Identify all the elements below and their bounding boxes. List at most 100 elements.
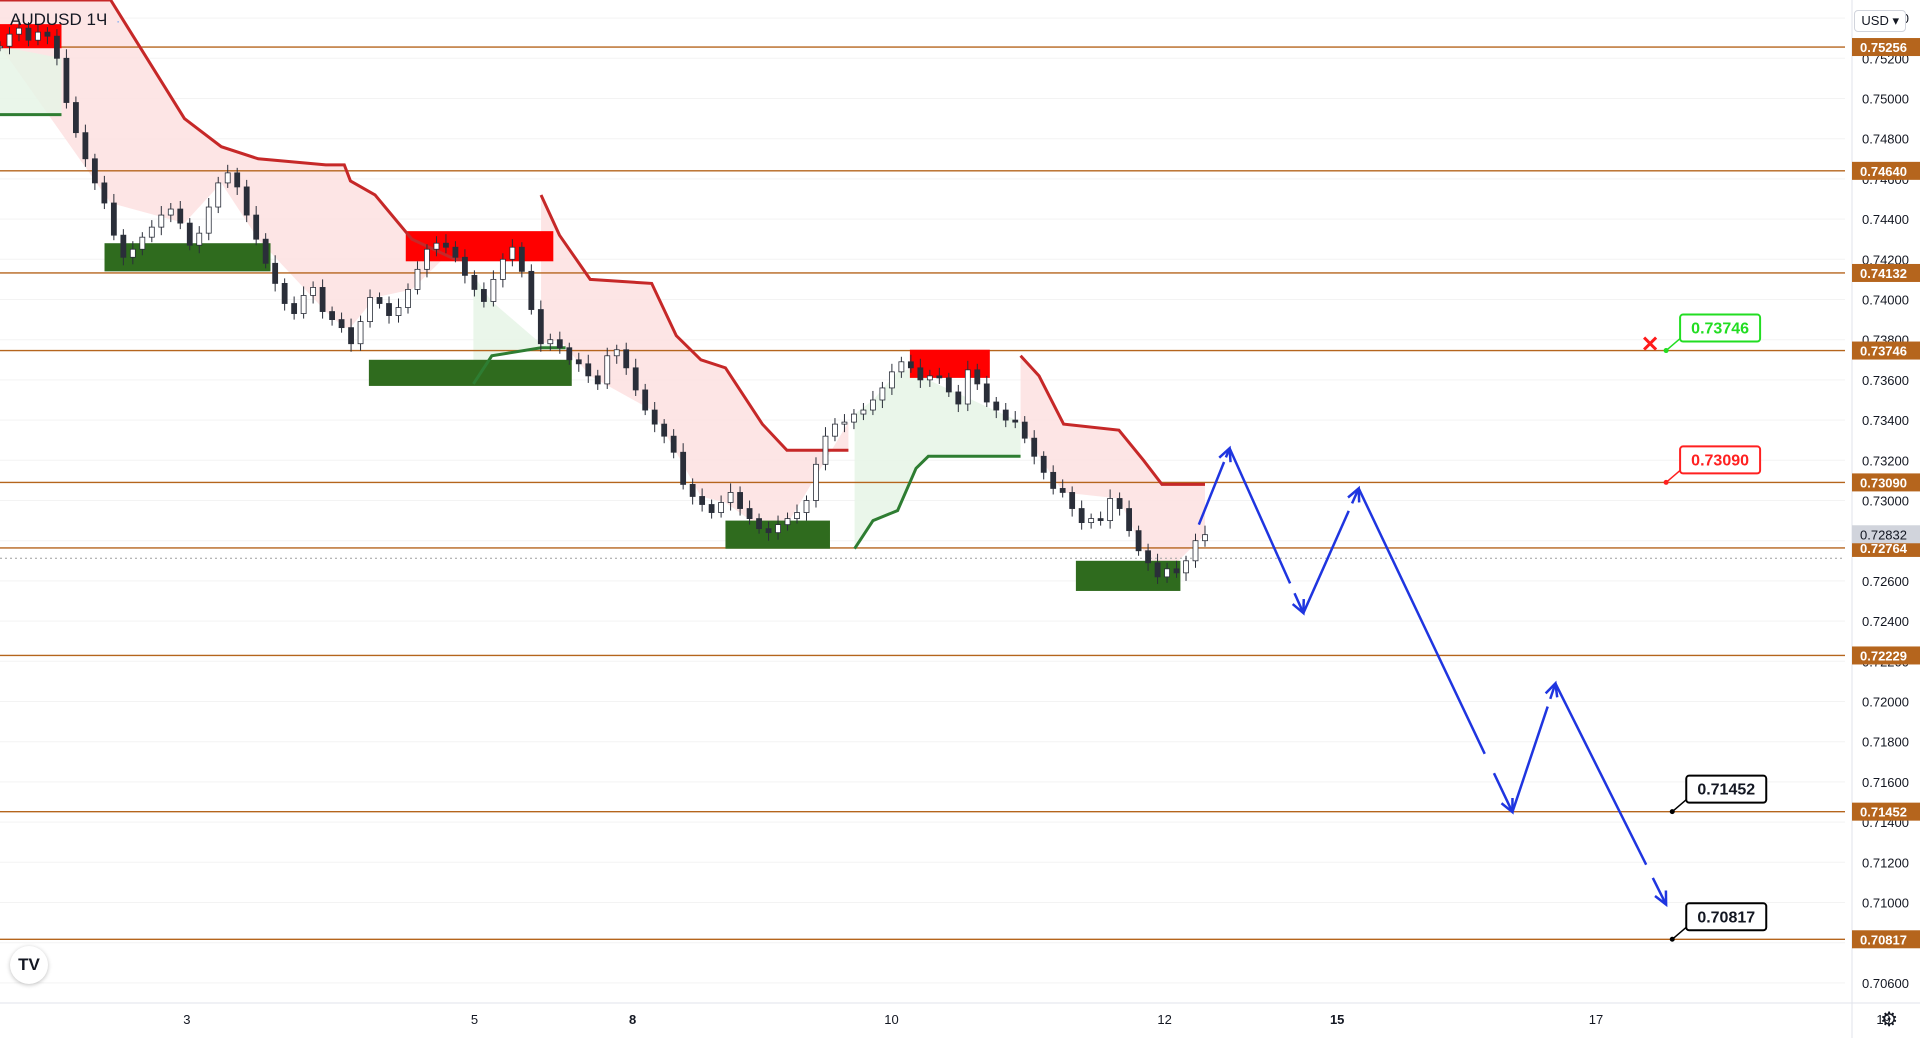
uptrend-trail-line [853, 454, 1021, 550]
candle-body [917, 367, 924, 381]
candle-body [1173, 568, 1180, 574]
demand-zone [104, 243, 271, 272]
price-series [0, 19, 1208, 584]
candle-body [1145, 550, 1151, 564]
candle-body [888, 371, 895, 389]
forecast-segment [1554, 682, 1648, 866]
candle-body [575, 359, 582, 365]
candle-body [879, 387, 886, 401]
bullish-fill [0, 46, 62, 115]
candle-body [746, 508, 753, 519]
candle-body [471, 274, 478, 290]
y-tick-label: 0.73600 [1862, 373, 1909, 388]
x-tick-label: 19 [1876, 1012, 1890, 1027]
level-price-tag [1852, 341, 1920, 360]
currency-selector[interactable]: USD ▾ [1854, 10, 1906, 32]
candle-body [983, 383, 990, 403]
candle-body [54, 35, 60, 59]
target-annotations: 0.73746 0.73090 0.71452 0.70817 [1643, 313, 1768, 942]
candle-body [63, 57, 70, 103]
candle-body [974, 369, 981, 385]
candle-body [718, 502, 725, 513]
demand-zone [1075, 560, 1181, 591]
candle-body [765, 528, 772, 534]
candle-body [537, 309, 544, 345]
candle-body [547, 339, 554, 345]
candle-body [462, 256, 468, 276]
candle-body [272, 262, 279, 284]
candle-body [1031, 437, 1038, 457]
level-price-tag [1852, 930, 1920, 949]
forecast-segment [1651, 877, 1668, 906]
y-tick-label: 0.71800 [1862, 735, 1909, 750]
candle-body [424, 248, 430, 270]
candle-body [319, 287, 326, 312]
candle-body [490, 278, 497, 302]
candle-body [1202, 534, 1208, 542]
candle-body [167, 208, 174, 216]
candle-body [794, 512, 800, 519]
candle-body [367, 297, 373, 323]
candle-body [518, 246, 525, 272]
candle-body [1164, 568, 1170, 578]
candle-body [91, 158, 98, 184]
candle-body [1012, 419, 1019, 423]
candle-body [1021, 421, 1028, 439]
forecast-segment [1197, 461, 1226, 526]
candle-body [262, 238, 269, 264]
candle-body [813, 463, 819, 501]
downtrend-trail-line [1019, 354, 1205, 486]
red-x-mark-icon [1643, 336, 1658, 351]
candle-body [613, 349, 620, 357]
candle-body [16, 27, 22, 35]
candle-body [158, 214, 165, 228]
y-tick-label: 0.74400 [1862, 212, 1909, 227]
forecast-arrowhead [1654, 890, 1668, 908]
candle-body [1002, 409, 1009, 421]
candle-body [936, 375, 943, 379]
candle-body [338, 319, 345, 329]
candle-body [926, 375, 933, 381]
uptrend-trail-line [472, 346, 566, 385]
level-price-label: 0.70817 [1860, 932, 1907, 947]
y-tick-label: 0.72400 [1862, 614, 1909, 629]
candle-body [186, 222, 193, 246]
x-tick-label: 17 [1589, 1012, 1603, 1027]
level-price-label: 0.72229 [1860, 648, 1907, 663]
forecast-segment [1492, 772, 1514, 813]
bearish-fill [1020, 355, 1205, 577]
candle-body [120, 234, 127, 258]
candle-body [784, 518, 791, 526]
downtrend-trail-line [539, 194, 849, 452]
symbol-title[interactable]: AUDUSD 1Ч · [10, 10, 120, 30]
annotation-pointer [1665, 469, 1681, 483]
candle-body [148, 226, 155, 238]
candle-body [101, 182, 108, 204]
candle-body [35, 31, 41, 41]
candle-body [234, 172, 241, 188]
annotation-pointer [1665, 337, 1681, 352]
candle-body [376, 297, 383, 304]
annotation-label: 0.70817 [1697, 909, 1755, 926]
candle-body [196, 232, 203, 246]
candle-body [82, 132, 89, 160]
level-price-label: 0.73090 [1860, 475, 1907, 490]
candle-body [964, 369, 971, 405]
interval-label: 1Ч [86, 10, 108, 29]
forecast-segment [1293, 592, 1305, 614]
tradingview-logo-icon[interactable]: TV [10, 946, 48, 984]
candle-body [405, 289, 411, 308]
candle-body [870, 399, 876, 411]
y-tick-label: 0.71600 [1862, 775, 1909, 790]
annotation-box [1685, 902, 1768, 932]
candle-body [480, 289, 487, 302]
candle-body [993, 401, 1000, 411]
level-price-tag [1852, 646, 1920, 665]
annotation-label: 0.71452 [1697, 782, 1755, 799]
candle-body [443, 242, 449, 248]
gear-icon[interactable]: ⚙ [1880, 1009, 1898, 1031]
candle-body [651, 409, 658, 425]
candle-body [44, 31, 51, 37]
